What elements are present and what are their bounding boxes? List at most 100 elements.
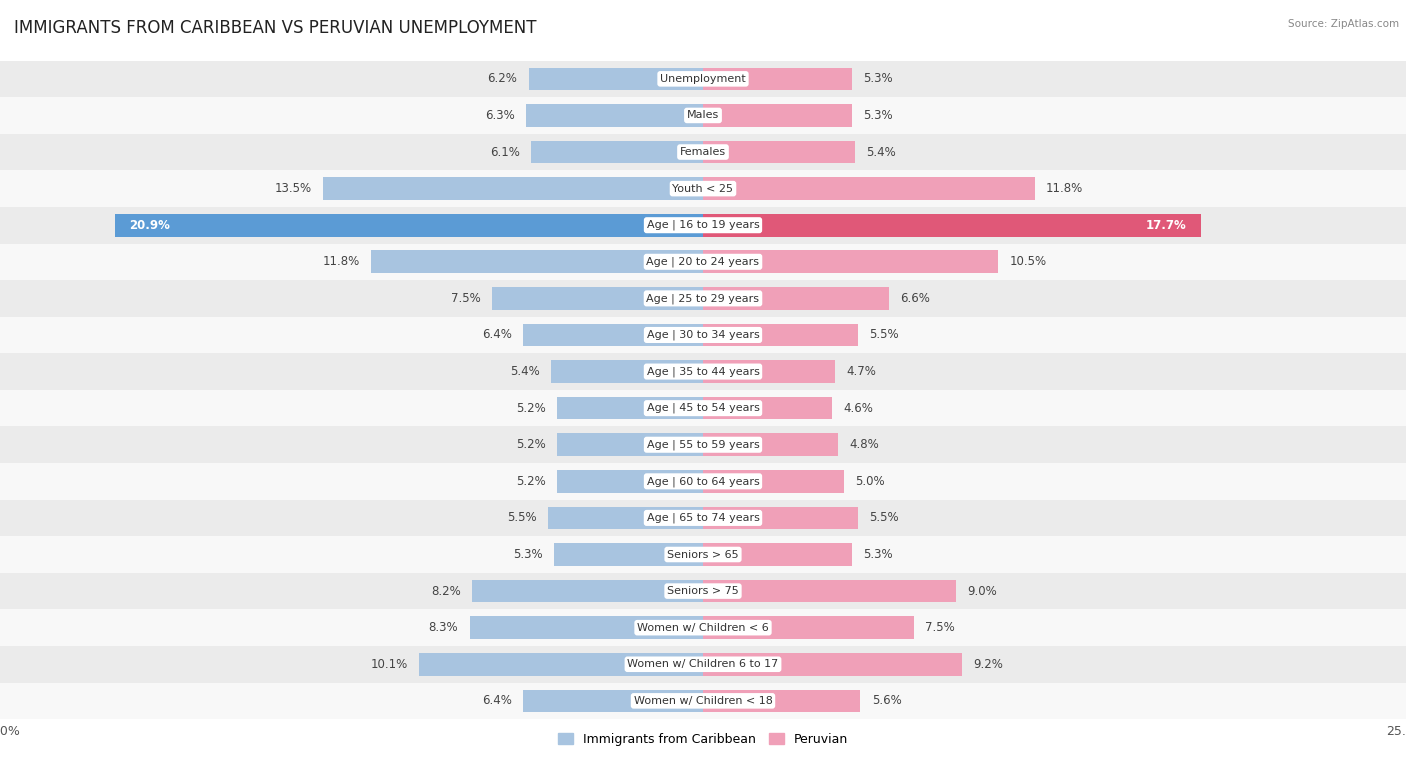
Text: 8.3%: 8.3%	[429, 621, 458, 634]
Bar	[0, 683, 1406, 719]
Bar	[0, 426, 1406, 463]
Bar	[0, 354, 1406, 390]
Text: Seniors > 65: Seniors > 65	[668, 550, 738, 559]
Text: Age | 45 to 54 years: Age | 45 to 54 years	[647, 403, 759, 413]
Text: Youth < 25: Youth < 25	[672, 184, 734, 194]
Bar	[0, 609, 1406, 646]
Bar	[703, 360, 835, 383]
Bar	[554, 544, 703, 565]
Text: 5.0%: 5.0%	[855, 475, 884, 488]
Text: 6.4%: 6.4%	[482, 694, 512, 707]
Bar	[0, 500, 1406, 536]
Bar	[0, 536, 1406, 573]
Bar	[0, 97, 1406, 134]
Text: 11.8%: 11.8%	[323, 255, 360, 268]
Bar	[557, 470, 703, 493]
Text: 10.1%: 10.1%	[371, 658, 408, 671]
Text: 4.7%: 4.7%	[846, 365, 876, 378]
Text: 5.3%: 5.3%	[863, 109, 893, 122]
Text: 5.2%: 5.2%	[516, 475, 546, 488]
Text: 5.3%: 5.3%	[863, 73, 893, 86]
Text: Females: Females	[681, 147, 725, 157]
Text: Age | 55 to 59 years: Age | 55 to 59 years	[647, 440, 759, 450]
Bar	[470, 616, 703, 639]
Bar	[0, 170, 1406, 207]
Text: 17.7%: 17.7%	[1146, 219, 1187, 232]
Bar	[703, 214, 1201, 236]
Text: 5.4%: 5.4%	[866, 145, 896, 158]
Text: 6.3%: 6.3%	[485, 109, 515, 122]
Text: 7.5%: 7.5%	[925, 621, 955, 634]
Bar	[0, 463, 1406, 500]
Bar	[0, 390, 1406, 426]
Bar	[523, 690, 703, 712]
Text: 7.5%: 7.5%	[451, 292, 481, 305]
Text: Age | 20 to 24 years: Age | 20 to 24 years	[647, 257, 759, 267]
Text: Women w/ Children < 6: Women w/ Children < 6	[637, 623, 769, 633]
Bar	[523, 324, 703, 346]
Bar	[0, 573, 1406, 609]
Bar	[703, 616, 914, 639]
Bar	[526, 104, 703, 126]
Bar	[703, 690, 860, 712]
Text: 5.3%: 5.3%	[863, 548, 893, 561]
Text: 5.5%: 5.5%	[869, 512, 898, 525]
Text: 6.4%: 6.4%	[482, 329, 512, 341]
Text: 9.0%: 9.0%	[967, 584, 997, 597]
Bar	[703, 104, 852, 126]
Text: Age | 65 to 74 years: Age | 65 to 74 years	[647, 512, 759, 523]
Bar	[0, 134, 1406, 170]
Bar	[703, 544, 852, 565]
Bar	[0, 61, 1406, 97]
Bar	[703, 653, 962, 675]
Bar	[0, 646, 1406, 683]
Text: 6.2%: 6.2%	[488, 73, 517, 86]
Bar	[703, 434, 838, 456]
Text: 11.8%: 11.8%	[1046, 182, 1083, 195]
Bar	[371, 251, 703, 273]
Bar	[0, 280, 1406, 316]
Bar	[492, 287, 703, 310]
Bar	[551, 360, 703, 383]
Text: 9.2%: 9.2%	[973, 658, 1002, 671]
Text: 8.2%: 8.2%	[432, 584, 461, 597]
Bar	[703, 580, 956, 603]
Text: Seniors > 75: Seniors > 75	[666, 586, 740, 596]
Bar	[472, 580, 703, 603]
Bar	[703, 470, 844, 493]
Text: Age | 16 to 19 years: Age | 16 to 19 years	[647, 220, 759, 230]
Text: 5.4%: 5.4%	[510, 365, 540, 378]
Bar	[0, 316, 1406, 354]
Text: 5.3%: 5.3%	[513, 548, 543, 561]
Bar	[0, 244, 1406, 280]
Bar	[703, 177, 1035, 200]
Text: Unemployment: Unemployment	[661, 74, 745, 84]
Text: 5.2%: 5.2%	[516, 402, 546, 415]
Text: Age | 35 to 44 years: Age | 35 to 44 years	[647, 366, 759, 377]
Bar	[703, 324, 858, 346]
Text: 20.9%: 20.9%	[129, 219, 170, 232]
Text: Age | 30 to 34 years: Age | 30 to 34 years	[647, 330, 759, 340]
Bar	[703, 141, 855, 164]
Text: 10.5%: 10.5%	[1010, 255, 1046, 268]
Text: 5.5%: 5.5%	[869, 329, 898, 341]
Bar	[115, 214, 703, 236]
Bar	[703, 251, 998, 273]
Text: Males: Males	[688, 111, 718, 120]
Text: 6.1%: 6.1%	[491, 145, 520, 158]
Text: Source: ZipAtlas.com: Source: ZipAtlas.com	[1288, 19, 1399, 29]
Text: IMMIGRANTS FROM CARIBBEAN VS PERUVIAN UNEMPLOYMENT: IMMIGRANTS FROM CARIBBEAN VS PERUVIAN UN…	[14, 19, 537, 37]
Bar	[703, 67, 852, 90]
Text: Age | 60 to 64 years: Age | 60 to 64 years	[647, 476, 759, 487]
Bar	[548, 506, 703, 529]
Text: 5.6%: 5.6%	[872, 694, 901, 707]
Text: Women w/ Children < 18: Women w/ Children < 18	[634, 696, 772, 706]
Bar	[703, 506, 858, 529]
Text: 5.2%: 5.2%	[516, 438, 546, 451]
Text: 4.8%: 4.8%	[849, 438, 879, 451]
Bar	[419, 653, 703, 675]
Text: Women w/ Children 6 to 17: Women w/ Children 6 to 17	[627, 659, 779, 669]
Legend: Immigrants from Caribbean, Peruvian: Immigrants from Caribbean, Peruvian	[553, 727, 853, 751]
Bar	[529, 67, 703, 90]
Text: 6.6%: 6.6%	[900, 292, 929, 305]
